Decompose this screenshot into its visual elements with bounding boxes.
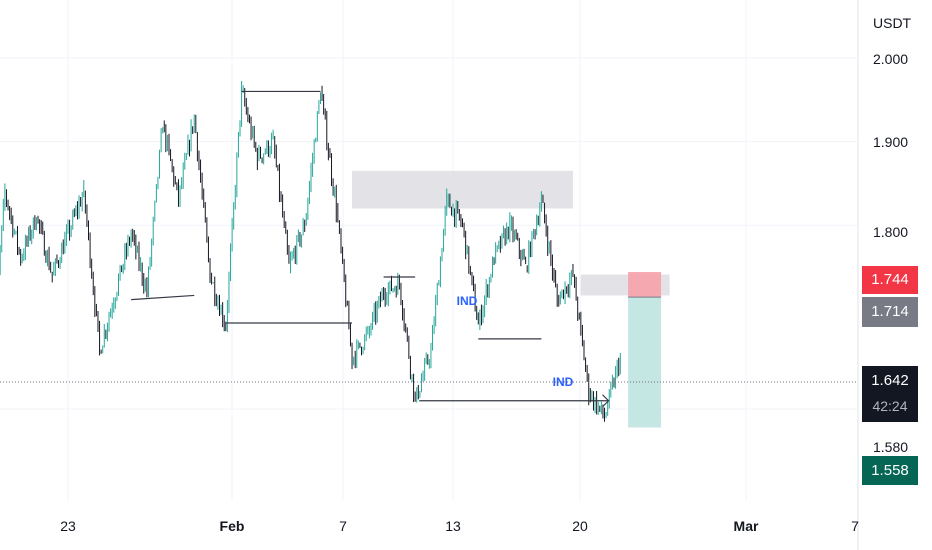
current-price-tag: 1.642 42:24: [862, 366, 918, 422]
short-position-target-zone: [628, 297, 662, 428]
time-tick-label: 7: [851, 518, 859, 534]
target-price-tag: 1.558: [862, 456, 918, 485]
time-tick-label: 20: [572, 518, 588, 534]
drawings-layer: [131, 90, 610, 408]
stop-loss-price-tag: 1.744: [862, 266, 918, 294]
time-tick-label: Mar: [734, 518, 759, 534]
target-price: 1.558: [871, 462, 909, 479]
stop-loss-price: 1.744: [871, 271, 909, 288]
ind-label[interactable]: IND: [553, 375, 574, 389]
time-tick-label: 13: [445, 518, 461, 534]
price-tick-label: 1.580: [873, 439, 908, 455]
zones-layer: [352, 170, 670, 428]
time-tick-label: Feb: [220, 518, 245, 534]
time-tick-label: 7: [339, 518, 347, 534]
entry-price-tag: 1.714: [862, 297, 918, 327]
grid-lines: [0, 0, 859, 550]
structure-line: [131, 294, 195, 301]
price-tick-label: 2.000: [873, 51, 908, 67]
short-position-stop-zone: [628, 272, 662, 298]
time-tick-label: 23: [60, 518, 76, 534]
time-axis[interactable]: 23 Feb 7 13 20 Mar 7: [60, 518, 859, 534]
candles-layer: [0, 80, 621, 422]
current-price: 1.642: [871, 372, 909, 389]
price-axis[interactable]: USDT 2.000 1.900 1.800 1.580: [873, 15, 912, 455]
price-tick-label: 1.800: [873, 224, 908, 240]
price-tick-label: 1.900: [873, 134, 908, 150]
currency-label: USDT: [873, 15, 912, 31]
ind-label[interactable]: IND: [457, 294, 478, 308]
arrow-head: [602, 394, 610, 408]
supply-zone: [352, 170, 573, 209]
entry-price: 1.714: [871, 303, 909, 320]
bar-countdown: 42:24: [872, 398, 908, 414]
